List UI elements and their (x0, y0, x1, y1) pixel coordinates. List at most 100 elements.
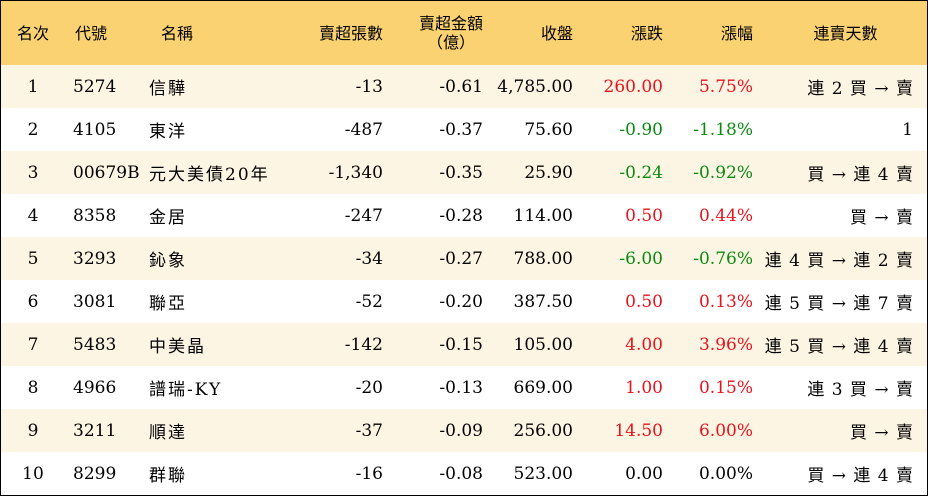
cell-net-sell-amount: -0.08 (383, 452, 483, 495)
cell-close-text: 256.00 (513, 420, 573, 441)
cell-net-sell-amount: -0.13 (383, 366, 483, 409)
header-net-sell-amount: 賣超金額 （億） (383, 1, 483, 65)
cell-net-sell-amount-text: -0.61 (439, 76, 483, 97)
cell-name: 中美晶 (149, 323, 297, 366)
cell-name-text: 東洋 (149, 122, 187, 142)
cell-change-pct-text: -0.76% (693, 248, 753, 269)
header-code: 代號 (75, 23, 108, 43)
cell-name-text: 譜瑞-KY (149, 380, 223, 400)
cell-change-text: 0.50 (625, 205, 663, 226)
cell-rank: 1 (1, 65, 65, 108)
header-change: 漲跌 (630, 23, 663, 43)
cell-net-sell-lots: -34 (297, 237, 383, 280)
cell-rank: 3 (1, 151, 65, 194)
cell-code-text: 4105 (73, 119, 117, 140)
table-row: 7 5483 中美晶 -142 -0.15 105.00 4.00 3.96% 連 5 買 → … (1, 323, 927, 366)
header-rank: 名次 (16, 23, 49, 43)
cell-change-pct-text: 3.96% (698, 334, 753, 355)
cell-streak: 1 (753, 108, 927, 151)
cell-rank: 6 (1, 280, 65, 323)
cell-change: -6.00 (573, 237, 663, 280)
cell-net-sell-amount-text: -0.37 (439, 119, 483, 140)
cell-change-pct: -1.18% (663, 108, 753, 151)
cell-streak: 連 2 買 → 賣 (753, 65, 927, 108)
cell-name-text: 中美晶 (149, 337, 206, 357)
cell-streak-text: 連 4 買 → 連 2 賣 (764, 251, 914, 271)
cell-name-text: 群聯 (149, 466, 187, 486)
table-row: 1 5274 信驊 -13 -0.61 4,785.00 260.00 5.75% 連 2 買 … (1, 65, 927, 108)
header-name: 名稱 (161, 23, 194, 43)
cell-net-sell-lots-text: -13 (355, 76, 383, 97)
table-row: 9 3211 順達 -37 -0.09 256.00 14.50 6.00% 買 → 賣 (1, 409, 927, 452)
cell-code: 3211 (65, 409, 149, 452)
cell-rank: 4 (1, 194, 65, 237)
cell-rank-text: 9 (27, 420, 39, 441)
cell-streak-text: 買 → 賣 (849, 423, 914, 443)
cell-change: 14.50 (573, 409, 663, 452)
cell-close-text: 387.50 (513, 291, 573, 312)
header-streak: 連賣天數 (753, 1, 927, 65)
cell-close: 75.60 (483, 108, 573, 151)
table-row: 2 4105 東洋 -487 -0.37 75.60 -0.90 -1.18% 1 (1, 108, 927, 151)
cell-change-pct-text: 0.15% (698, 377, 753, 398)
cell-rank: 10 (1, 452, 65, 495)
cell-streak-text: 連 3 買 → 賣 (807, 380, 914, 400)
cell-change-text: 1.00 (625, 377, 663, 398)
cell-net-sell-lots: -1,340 (297, 151, 383, 194)
cell-rank-text: 6 (27, 291, 39, 312)
cell-name: 鈊象 (149, 237, 297, 280)
cell-change-text: 0.00 (625, 463, 663, 484)
cell-close-text: 4,785.00 (497, 76, 573, 97)
cell-net-sell-lots: -142 (297, 323, 383, 366)
cell-rank-text: 4 (27, 205, 39, 226)
cell-code-text: 3293 (73, 248, 117, 269)
cell-close: 256.00 (483, 409, 573, 452)
cell-close-text: 669.00 (513, 377, 573, 398)
cell-net-sell-amount-text: -0.15 (439, 334, 483, 355)
cell-change-pct: 0.00% (663, 452, 753, 495)
cell-net-sell-lots: -247 (297, 194, 383, 237)
cell-net-sell-lots: -52 (297, 280, 383, 323)
cell-net-sell-lots-text: -16 (355, 463, 383, 484)
cell-net-sell-amount: -0.37 (383, 108, 483, 151)
cell-name: 金居 (149, 194, 297, 237)
cell-code: 8299 (65, 452, 149, 495)
cell-rank: 9 (1, 409, 65, 452)
cell-change-text: 0.50 (625, 291, 663, 312)
cell-name-text: 金居 (149, 208, 187, 228)
cell-change-text: -0.90 (619, 119, 663, 140)
cell-name: 順達 (149, 409, 297, 452)
cell-code: 4105 (65, 108, 149, 151)
cell-name: 東洋 (149, 108, 297, 151)
cell-change-pct: -0.92% (663, 151, 753, 194)
cell-streak-text: 買 → 連 4 賣 (807, 165, 914, 185)
header-net-sell-amount-line2: （億） (426, 33, 475, 52)
cell-rank: 8 (1, 366, 65, 409)
cell-change-pct: 0.13% (663, 280, 753, 323)
cell-change-pct-text: 5.75% (698, 76, 753, 97)
table-row: 8 4966 譜瑞-KY -20 -0.13 669.00 1.00 0.15% 連 3 買 →… (1, 366, 927, 409)
cell-net-sell-amount-text: -0.28 (439, 205, 483, 226)
cell-rank: 5 (1, 237, 65, 280)
cell-rank: 2 (1, 108, 65, 151)
cell-net-sell-lots-text: -34 (355, 248, 383, 269)
cell-close: 788.00 (483, 237, 573, 280)
cell-net-sell-amount-text: -0.09 (439, 420, 483, 441)
cell-code: 3081 (65, 280, 149, 323)
cell-change-pct: 0.44% (663, 194, 753, 237)
cell-code-text: 4966 (73, 377, 117, 398)
cell-streak: 連 5 買 → 連 4 賣 (753, 323, 927, 366)
cell-net-sell-amount: -0.28 (383, 194, 483, 237)
cell-change: 0.50 (573, 280, 663, 323)
cell-name: 信驊 (149, 65, 297, 108)
cell-net-sell-lots: -13 (297, 65, 383, 108)
cell-streak: 買 → 賣 (753, 409, 927, 452)
cell-rank-text: 7 (27, 334, 39, 355)
cell-rank: 7 (1, 323, 65, 366)
cell-rank-text: 3 (27, 162, 39, 183)
cell-net-sell-lots: -37 (297, 409, 383, 452)
cell-close-text: 114.00 (513, 205, 573, 226)
cell-close: 523.00 (483, 452, 573, 495)
cell-net-sell-lots-text: -247 (344, 205, 383, 226)
